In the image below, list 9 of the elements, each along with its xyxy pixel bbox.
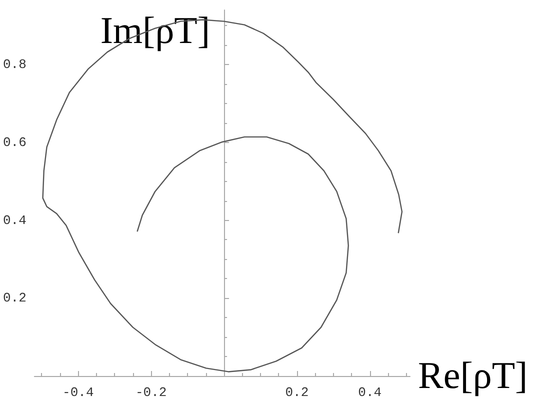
x-tick-label: 0.2 xyxy=(285,385,309,400)
y-tick-label: 0.4 xyxy=(3,212,27,228)
x-tick-label: -0.4 xyxy=(62,385,94,400)
y-tick-label: 0.8 xyxy=(3,57,26,72)
y-tick-label: 0.2 xyxy=(3,290,26,306)
y-tick-label: 0.6 xyxy=(3,134,26,150)
x-tick-label: 0.4 xyxy=(358,385,382,400)
x-tick-label: -0.2 xyxy=(135,385,167,400)
x-axis-title: Re[ρT] xyxy=(418,355,528,397)
